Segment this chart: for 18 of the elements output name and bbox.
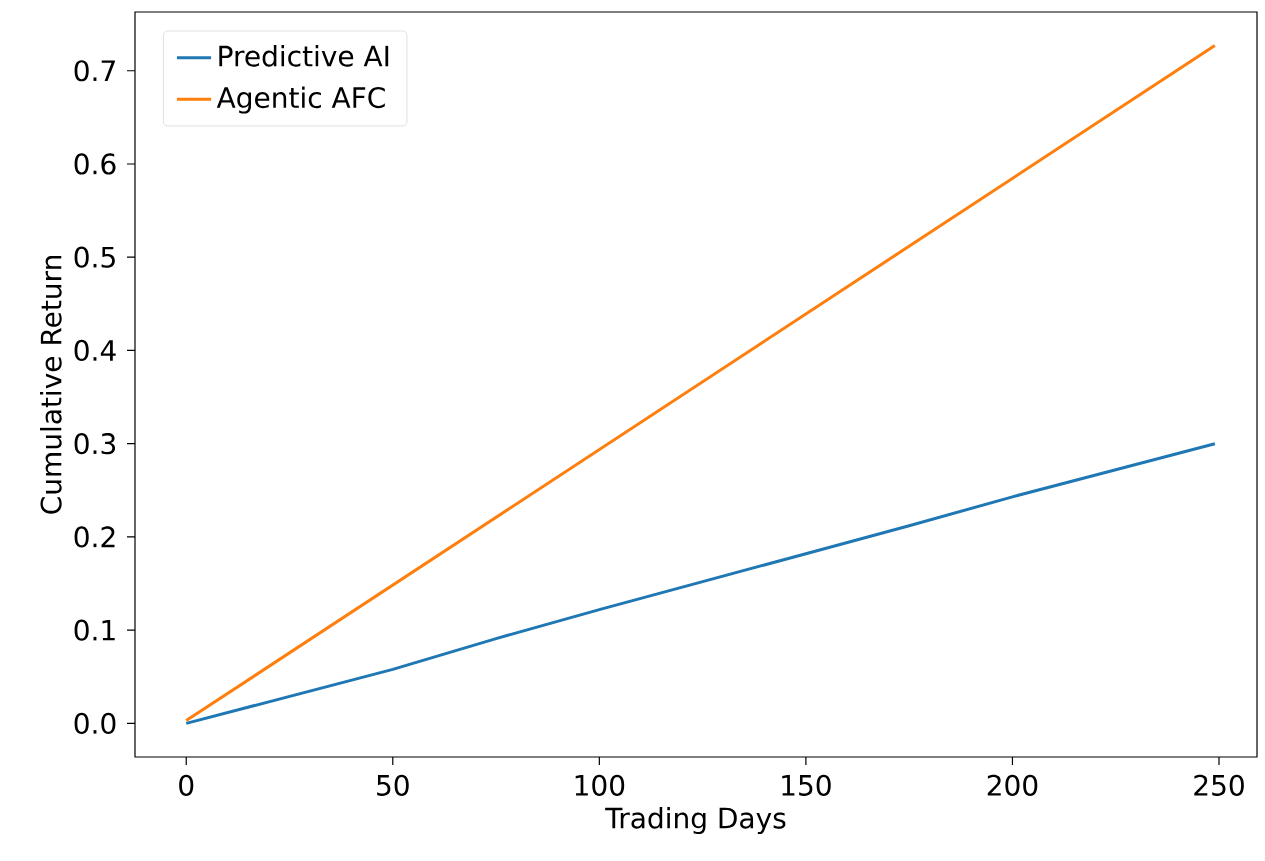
y-axis-title: Cumulative Return <box>40 256 62 514</box>
x-tick-label: 50 <box>377 774 409 796</box>
legend-label: Predictive AI <box>219 45 389 67</box>
x-tick-label: 150 <box>782 774 831 796</box>
y-tick-label: 0.0 <box>74 712 116 735</box>
x-tick-label: 0 <box>179 774 194 796</box>
y-tick-label: 0.4 <box>74 339 116 362</box>
x-tick-label: 100 <box>575 774 625 796</box>
y-tick-label: 0.1 <box>74 619 115 641</box>
y-tick-label: 0.2 <box>74 526 115 548</box>
y-tick-label: 0.5 <box>74 246 115 268</box>
y-tick-label: 0.6 <box>74 153 116 175</box>
y-tick-label: 0.7 <box>74 60 115 82</box>
x-tick-label: 250 <box>1194 774 1244 796</box>
x-axis-title: Trading Days <box>605 806 786 835</box>
y-tick-label: 0.3 <box>74 433 116 455</box>
legend-label: Agentic AFC <box>216 86 385 114</box>
x-tick-label: 200 <box>987 774 1038 796</box>
